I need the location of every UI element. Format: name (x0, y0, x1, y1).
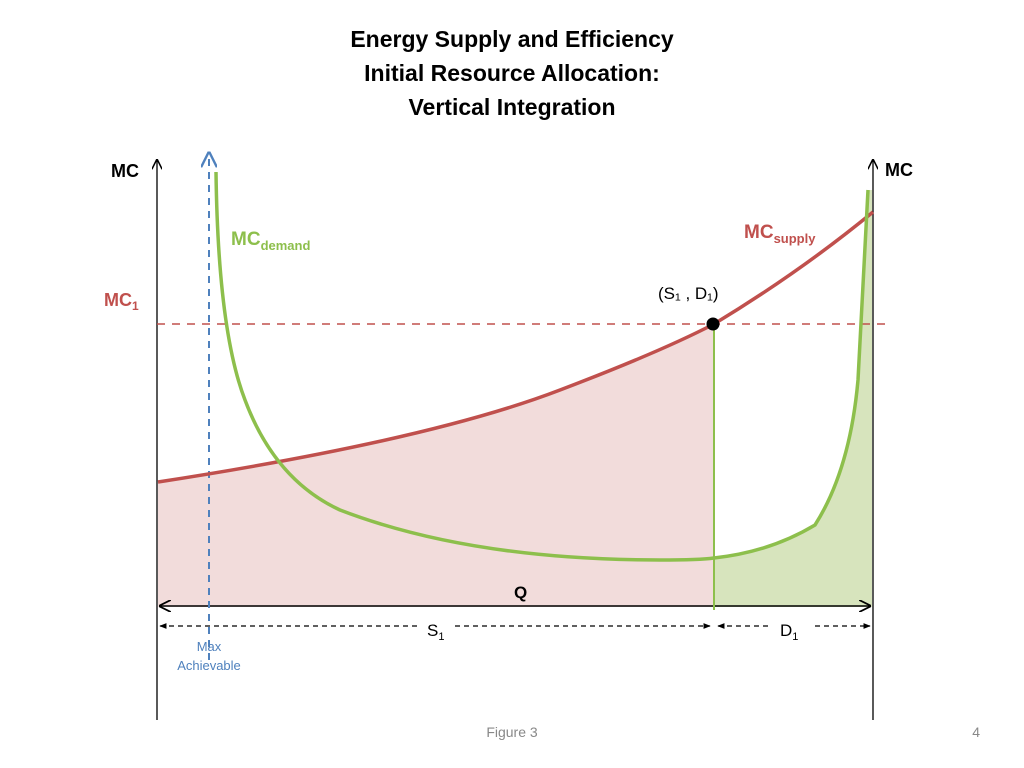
left-axis-label: MC (111, 161, 139, 181)
mc1-label-main: MC (104, 290, 132, 310)
slide-number: 4 (972, 724, 980, 740)
d1-label-sub: 1 (792, 631, 798, 643)
mc1-label-sub: 1 (132, 299, 139, 313)
right-axis-label: MC (885, 160, 913, 180)
mc-demand-label-sub: demand (261, 238, 311, 253)
mc-demand-label: MCdemand (231, 229, 310, 253)
mc-demand-label-main: MC (231, 229, 261, 250)
max-achievable-label-line-1: Max (197, 639, 222, 654)
mc-demand-curve-right (713, 189, 870, 560)
s1-label-sub: 1 (438, 631, 444, 643)
d1-label-main: D (780, 621, 792, 640)
slide-title: Energy Supply and Efficiency Initial Res… (0, 22, 1024, 124)
equilibrium-point-label: (S₁ , D₁) (658, 284, 719, 303)
mc-supply-label-main: MC (744, 222, 774, 243)
mc-supply-label-sub: supply (774, 231, 817, 246)
mc-supply-curve (157, 210, 875, 484)
s1-label: S1 (427, 621, 444, 643)
mc-demand-curve-left (214, 171, 715, 562)
title-line-2: Initial Resource Allocation: (364, 60, 660, 86)
demand-area-fill (714, 190, 872, 607)
equilibrium-point (706, 317, 720, 331)
title-line-3: Vertical Integration (408, 94, 616, 120)
title-line-1: Energy Supply and Efficiency (350, 26, 674, 52)
d1-label: D1 (780, 621, 798, 643)
figure-caption: Figure 3 (486, 724, 538, 740)
s1-label-main: S (427, 621, 438, 640)
mc-supply-label: MCsupply (744, 222, 816, 246)
supply-area-fill (158, 324, 714, 607)
q-axis-label: Q (514, 583, 527, 602)
mc1-label: MC1 (104, 290, 139, 313)
max-achievable-label-line-2: Achievable (177, 658, 241, 673)
